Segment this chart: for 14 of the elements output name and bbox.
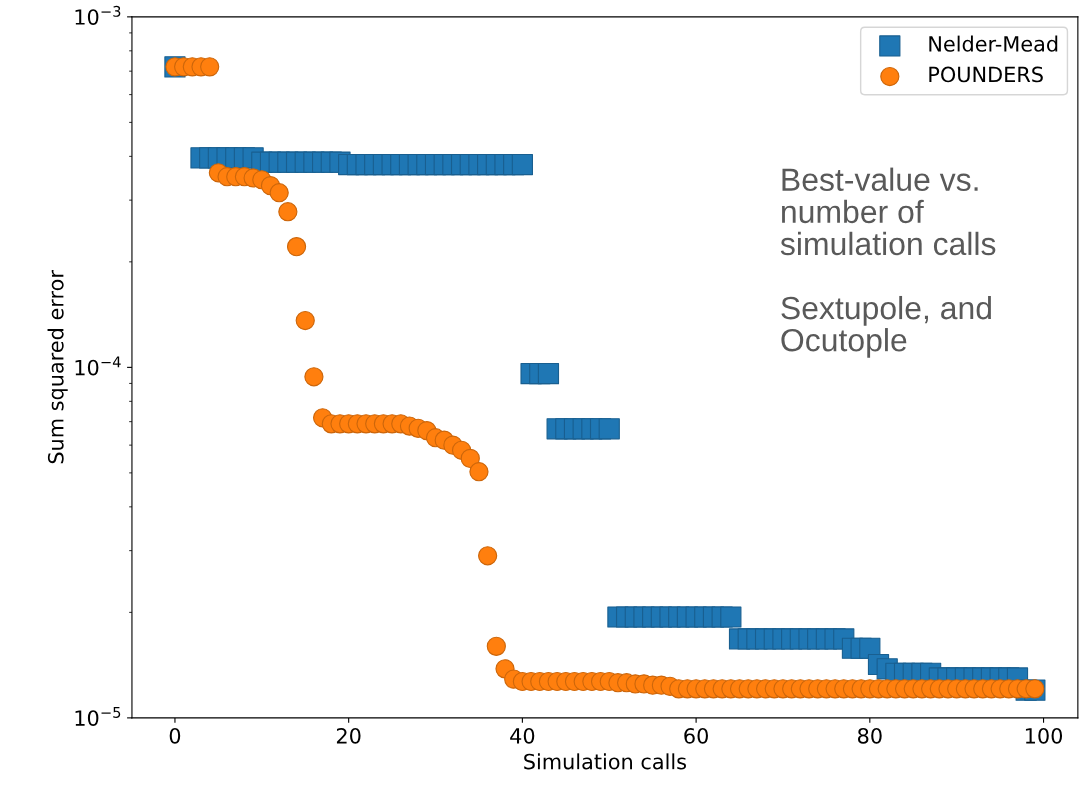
- y-axis-title: Sum squared error: [47, 270, 68, 464]
- text: Best-value vs. number of simulation calls Sextupole, and Ocutople: [780, 167, 996, 358]
- x-tick-label: 60: [684, 727, 708, 744]
- x-tick-label: 0: [169, 727, 181, 744]
- x-tick-label: 100: [1025, 727, 1063, 744]
- x-tick-label: 40: [510, 727, 535, 744]
- x-axis-title: Simulation calls: [524, 753, 687, 770]
- y-tick-label: 10$^{−4}$: [75, 356, 121, 376]
- y-tick-label: 10$^{−5}$: [75, 707, 121, 726]
- y-tick-label: 10$^{−3}$: [75, 5, 121, 25]
- x-tick-label: 20: [336, 727, 361, 744]
- legend-label: POUNDERS: [929, 66, 1043, 83]
- x-tick-label: 80: [857, 727, 882, 744]
- legend-label: Nelder-Mead: [929, 35, 1058, 52]
